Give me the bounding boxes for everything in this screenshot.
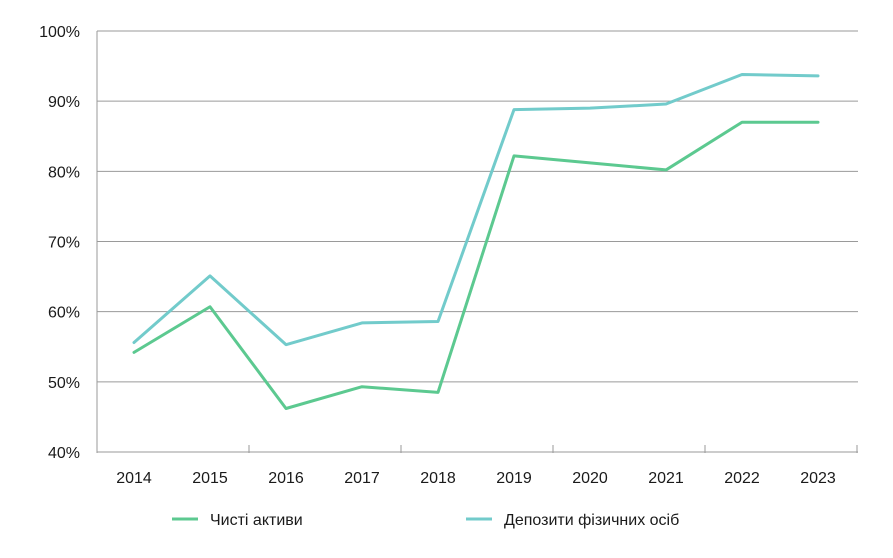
legend: Чисті активи Депозити фізичних осіб <box>172 512 679 529</box>
y-tick-label: 70% <box>48 235 80 252</box>
x-tick-label: 2017 <box>344 470 380 487</box>
y-tick-label: 40% <box>48 445 80 462</box>
y-tick-label: 50% <box>48 375 80 392</box>
legend-label-1: Чисті активи <box>210 512 303 529</box>
x-tick-label: 2014 <box>116 470 152 487</box>
x-tick-label: 2016 <box>268 470 304 487</box>
x-tick-label: 2018 <box>420 470 456 487</box>
series-line-2 <box>132 73 820 347</box>
x-tick-label: 2015 <box>192 470 228 487</box>
axis-layer: 100% 90% 80% 70% 60% 50% 40% 2014 2015 2016 2017 20… <box>39 24 858 487</box>
series-layer <box>132 73 820 410</box>
y-tick-label: 60% <box>48 305 80 322</box>
legend-label-2: Депозити фізичних осіб <box>504 512 679 529</box>
y-tick-label: 80% <box>48 164 80 181</box>
series-line-1 <box>132 120 820 410</box>
x-tick-label: 2022 <box>724 470 760 487</box>
x-tick-label: 2019 <box>496 470 532 487</box>
y-tick-label: 90% <box>48 94 80 111</box>
x-tick-label: 2021 <box>648 470 684 487</box>
y-tick-label: 100% <box>39 24 80 41</box>
x-tick-label: 2020 <box>572 470 608 487</box>
x-tick-label: 2023 <box>800 470 836 487</box>
grid-layer <box>97 30 858 383</box>
